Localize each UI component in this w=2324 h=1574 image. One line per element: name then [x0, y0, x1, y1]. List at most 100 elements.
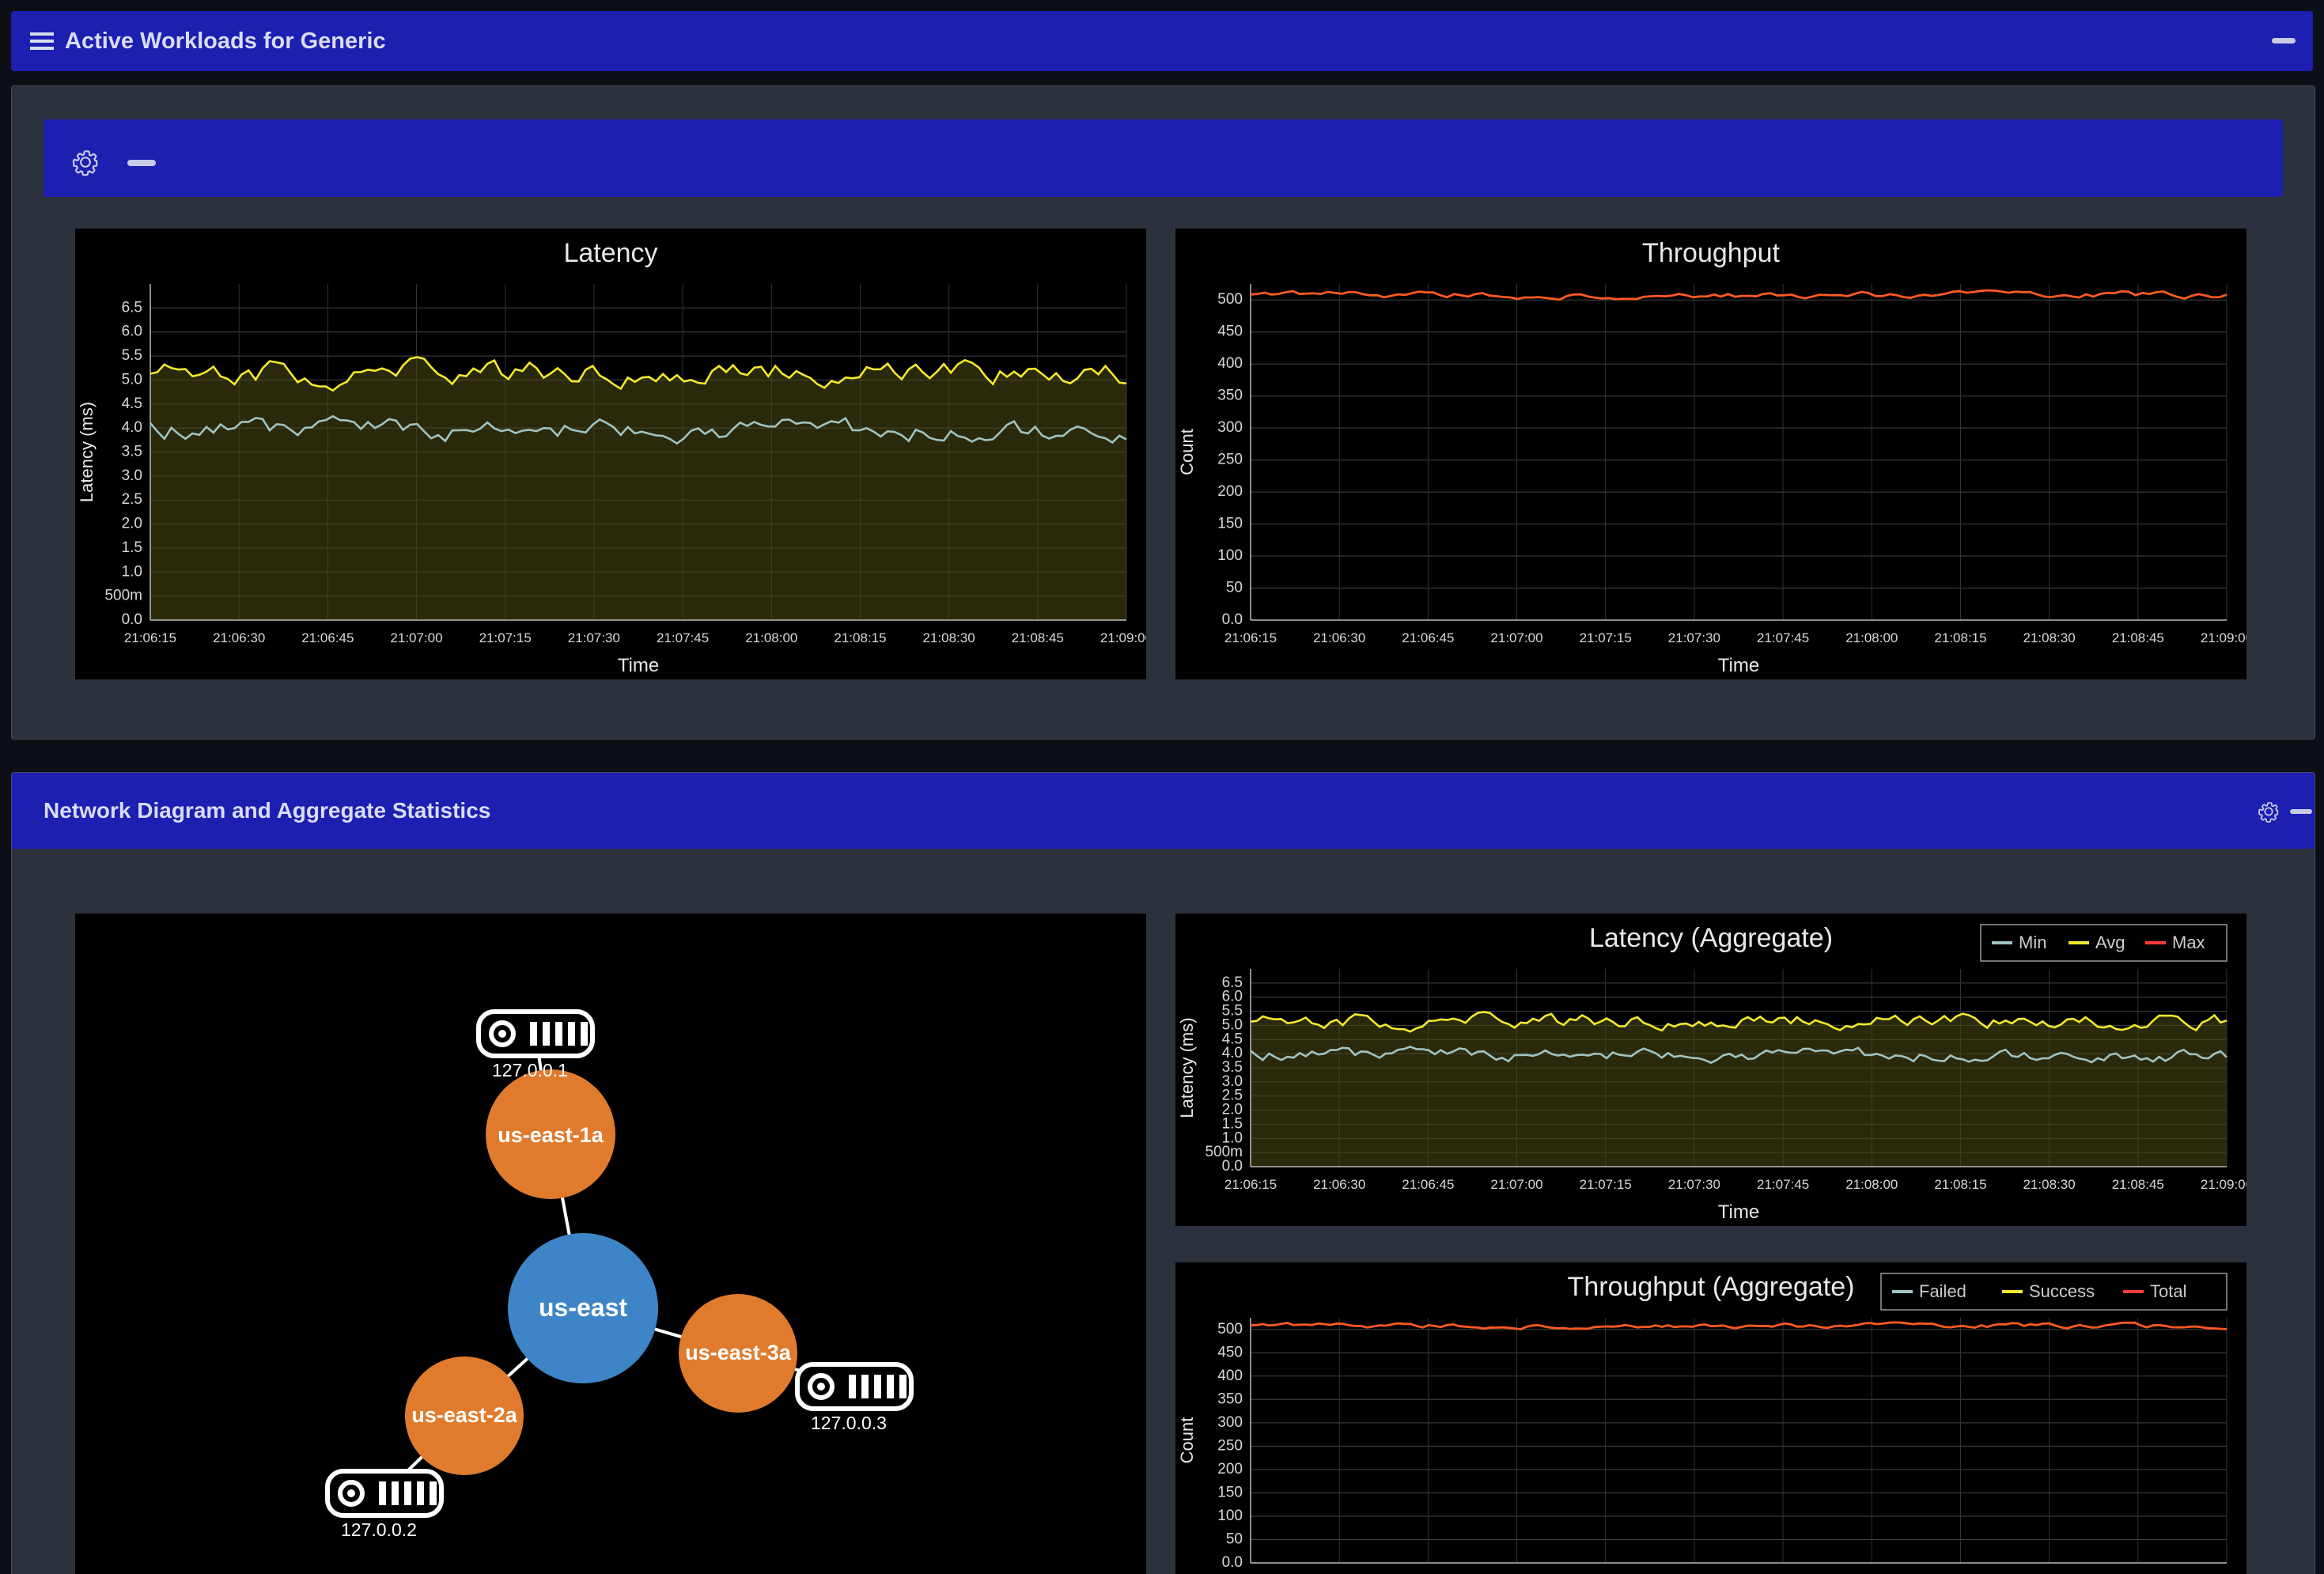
svg-text:21:08:45: 21:08:45 — [2112, 630, 2164, 645]
svg-text:21:08:15: 21:08:15 — [1934, 1177, 1986, 1192]
svg-text:200: 200 — [1217, 483, 1243, 500]
svg-text:21:08:30: 21:08:30 — [923, 630, 975, 645]
svg-text:250: 250 — [1217, 452, 1243, 468]
svg-text:50: 50 — [1226, 580, 1243, 596]
svg-text:21:06:30: 21:06:30 — [1313, 630, 1365, 645]
svg-text:21:07:15: 21:07:15 — [1580, 630, 1632, 645]
svg-text:Latency: Latency — [563, 238, 657, 268]
svg-text:300: 300 — [1217, 419, 1243, 436]
svg-text:6.5: 6.5 — [122, 299, 142, 316]
svg-text:us-east-3a: us-east-3a — [685, 1341, 792, 1364]
svg-text:Latency (ms): Latency (ms) — [77, 402, 97, 502]
svg-text:400: 400 — [1217, 355, 1243, 372]
svg-text:100: 100 — [1217, 547, 1243, 564]
svg-text:2.0: 2.0 — [122, 516, 142, 532]
svg-text:5.5: 5.5 — [122, 347, 142, 364]
svg-text:21:06:45: 21:06:45 — [1402, 630, 1454, 645]
svg-text:3.0: 3.0 — [1222, 1073, 1243, 1090]
svg-text:Total: Total — [2150, 1281, 2186, 1301]
svg-text:Throughput: Throughput — [1642, 238, 1780, 268]
svg-text:21:07:00: 21:07:00 — [1490, 630, 1542, 645]
svg-text:5.0: 5.0 — [122, 371, 142, 388]
svg-text:21:07:45: 21:07:45 — [1757, 630, 1809, 645]
svg-text:0.0: 0.0 — [1222, 1158, 1243, 1175]
svg-text:21:08:45: 21:08:45 — [1012, 630, 1064, 645]
svg-text:Max: Max — [2172, 933, 2205, 952]
svg-text:21:06:30: 21:06:30 — [213, 630, 265, 645]
svg-text:21:06:15: 21:06:15 — [1224, 1177, 1277, 1192]
svg-text:3.5: 3.5 — [122, 444, 142, 460]
svg-text:500: 500 — [1217, 291, 1243, 308]
svg-text:150: 150 — [1217, 1484, 1243, 1500]
svg-text:300: 300 — [1217, 1414, 1243, 1431]
svg-text:400: 400 — [1217, 1368, 1243, 1384]
svg-text:2.5: 2.5 — [122, 491, 142, 508]
svg-text:Count: Count — [1177, 1417, 1197, 1464]
svg-text:21:07:45: 21:07:45 — [657, 630, 709, 645]
svg-text:21:07:00: 21:07:00 — [390, 630, 442, 645]
svg-text:4.5: 4.5 — [122, 395, 142, 412]
svg-text:4.0: 4.0 — [122, 419, 142, 436]
svg-text:21:09:00: 21:09:00 — [2201, 1177, 2246, 1192]
svg-text:0.0: 0.0 — [122, 611, 142, 628]
svg-text:5.5: 5.5 — [1222, 1003, 1243, 1020]
svg-text:1.0: 1.0 — [1222, 1129, 1243, 1146]
svg-text:21:08:30: 21:08:30 — [2023, 630, 2076, 645]
svg-text:21:08:00: 21:08:00 — [1845, 1177, 1898, 1192]
svg-text:450: 450 — [1217, 324, 1243, 340]
svg-text:150: 150 — [1217, 516, 1243, 532]
svg-text:21:09:00: 21:09:00 — [1100, 630, 1146, 645]
svg-text:Time: Time — [1718, 1201, 1759, 1223]
svg-text:21:06:30: 21:06:30 — [1313, 1177, 1365, 1192]
svg-text:21:06:15: 21:06:15 — [124, 630, 176, 645]
svg-text:Failed: Failed — [1919, 1281, 1966, 1301]
svg-text:Min: Min — [2019, 933, 2046, 952]
svg-text:500: 500 — [1217, 1321, 1243, 1338]
svg-text:0.0: 0.0 — [1222, 1554, 1243, 1571]
svg-text:4.5: 4.5 — [1222, 1031, 1243, 1047]
svg-text:6.5: 6.5 — [1222, 974, 1243, 991]
svg-text:Avg: Avg — [2095, 933, 2125, 952]
svg-text:Throughput (Aggregate): Throughput (Aggregate) — [1568, 1272, 1855, 1302]
svg-text:21:08:00: 21:08:00 — [745, 630, 797, 645]
svg-text:21:07:30: 21:07:30 — [568, 630, 620, 645]
svg-text:us-east-1a: us-east-1a — [498, 1123, 604, 1147]
svg-text:Latency (Aggregate): Latency (Aggregate) — [1589, 923, 1833, 953]
svg-text:3.0: 3.0 — [122, 467, 142, 484]
svg-text:3.5: 3.5 — [1222, 1059, 1243, 1076]
svg-text:350: 350 — [1217, 388, 1243, 404]
svg-text:Latency (ms): Latency (ms) — [1177, 1017, 1197, 1118]
svg-text:Time: Time — [618, 655, 659, 676]
svg-text:us-east-2a: us-east-2a — [411, 1403, 518, 1427]
svg-text:21:06:45: 21:06:45 — [301, 630, 354, 645]
svg-text:us-east: us-east — [539, 1293, 627, 1322]
svg-text:21:06:15: 21:06:15 — [1224, 630, 1277, 645]
svg-text:Time: Time — [1718, 655, 1759, 676]
svg-text:21:08:15: 21:08:15 — [1934, 630, 1986, 645]
svg-text:21:09:00: 21:09:00 — [2201, 630, 2246, 645]
svg-text:200: 200 — [1217, 1461, 1243, 1478]
svg-text:100: 100 — [1217, 1508, 1243, 1524]
svg-text:21:08:45: 21:08:45 — [2112, 1177, 2164, 1192]
svg-text:21:07:00: 21:07:00 — [1490, 1177, 1542, 1192]
svg-text:50: 50 — [1226, 1531, 1243, 1548]
svg-text:21:08:00: 21:08:00 — [1845, 630, 1898, 645]
svg-text:2.0: 2.0 — [1222, 1102, 1243, 1118]
svg-text:1.5: 1.5 — [122, 539, 142, 556]
svg-text:21:08:30: 21:08:30 — [2023, 1177, 2076, 1192]
svg-text:6.0: 6.0 — [122, 324, 142, 340]
svg-text:21:07:30: 21:07:30 — [1668, 630, 1720, 645]
svg-text:21:07:45: 21:07:45 — [1757, 1177, 1809, 1192]
svg-text:500m: 500m — [104, 588, 142, 604]
svg-text:Success: Success — [2029, 1281, 2095, 1301]
svg-text:21:07:15: 21:07:15 — [1580, 1177, 1632, 1192]
svg-text:350: 350 — [1217, 1390, 1243, 1407]
svg-text:21:07:30: 21:07:30 — [1668, 1177, 1720, 1192]
svg-text:450: 450 — [1217, 1344, 1243, 1360]
svg-text:21:07:15: 21:07:15 — [479, 630, 532, 645]
svg-text:Count: Count — [1177, 429, 1197, 475]
svg-text:21:08:15: 21:08:15 — [834, 630, 886, 645]
svg-text:250: 250 — [1217, 1437, 1243, 1454]
svg-text:0.0: 0.0 — [1222, 611, 1243, 628]
svg-text:21:06:45: 21:06:45 — [1402, 1177, 1454, 1192]
